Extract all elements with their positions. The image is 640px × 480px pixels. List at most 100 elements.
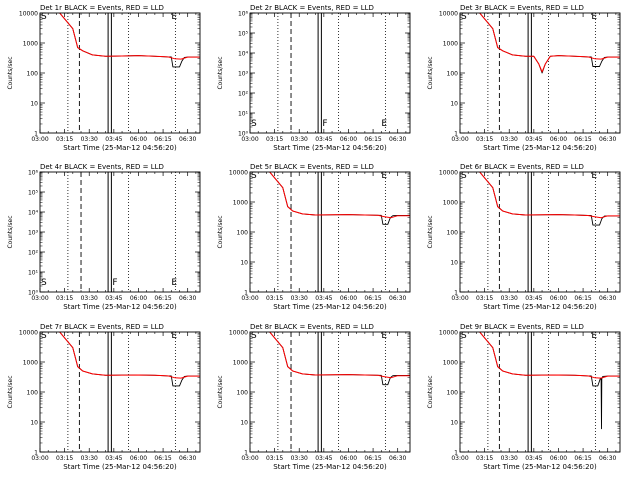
y-tick-label: 1 xyxy=(454,450,458,457)
lld-series-line xyxy=(479,13,620,73)
plot-frame xyxy=(39,331,201,453)
lld-series-line xyxy=(479,172,620,219)
x-tick-label: 06:00 xyxy=(550,136,567,143)
y-tick-label: 10 xyxy=(240,420,248,427)
chart-title: Det 5r BLACK = Events, RED = LLD xyxy=(250,163,374,171)
x-tick-label: 06:00 xyxy=(130,455,147,462)
y-axis-label: Counts/sec xyxy=(217,215,224,248)
lld-series-line xyxy=(479,332,620,379)
y-tick-label: 1000 xyxy=(443,200,458,207)
x-tick-label: 06:30 xyxy=(599,295,616,302)
x-tick-label: 03:30 xyxy=(501,455,518,462)
y-tick-label: 1000 xyxy=(233,360,248,367)
y-tick-label: 10⁵ xyxy=(28,190,39,197)
y-axis-label: Counts/sec xyxy=(7,215,14,248)
y-tick-label: 10000 xyxy=(229,170,248,177)
x-tick-label: 03:30 xyxy=(501,295,518,302)
y-tick-label: 10000 xyxy=(19,330,38,337)
x-tick-label: 03:15 xyxy=(56,136,73,143)
lld-series-line xyxy=(59,13,200,60)
x-tick-label: 03:15 xyxy=(56,455,73,462)
y-tick-label: 10000 xyxy=(229,330,248,337)
x-tick-label: 06:30 xyxy=(179,295,196,302)
series-group xyxy=(59,332,200,387)
y-tick-label: 100 xyxy=(237,390,249,397)
y-tick-label: 10¹ xyxy=(238,111,249,118)
x-tick-label: 03:30 xyxy=(81,136,98,143)
x-tick-label: 03:30 xyxy=(81,295,98,302)
y-tick-label: 1000 xyxy=(23,41,38,48)
x-tick-label: 03:30 xyxy=(291,295,308,302)
marker-label-f: F xyxy=(322,119,327,129)
y-tick-label: 10 xyxy=(450,260,458,267)
x-tick-label: 06:15 xyxy=(364,295,381,302)
chart-title: Det 3r BLACK = Events, RED = LLD xyxy=(460,4,584,12)
y-axis-label: Counts/sec xyxy=(7,56,14,89)
x-tick-label: 06:30 xyxy=(599,136,616,143)
y-tick-label: 10¹ xyxy=(28,270,39,277)
x-tick-label: 03:00 xyxy=(241,136,258,143)
marker-label-s: S xyxy=(41,278,47,288)
marker-label-s: S xyxy=(251,119,257,129)
y-tick-label: 10⁶ xyxy=(28,170,39,177)
x-tick-label: 06:30 xyxy=(179,455,196,462)
y-tick-label: 10 xyxy=(240,260,248,267)
y-tick-label: 100 xyxy=(27,71,39,78)
y-tick-label: 100 xyxy=(447,390,459,397)
y-tick-label: 1 xyxy=(454,290,458,297)
chart-panel-1: Det 1r BLACK = Events, RED = LLD Counts/s… xyxy=(7,4,201,152)
x-tick-label: 03:45 xyxy=(525,136,542,143)
x-tick-label: 06:30 xyxy=(389,136,406,143)
x-tick-label: 06:30 xyxy=(179,136,196,143)
x-axis-label: Start Time (25-Mar-12 04:56:20) xyxy=(273,463,387,471)
x-tick-label: 03:00 xyxy=(451,455,468,462)
x-tick-label: 06:00 xyxy=(340,295,357,302)
plot-frame xyxy=(39,12,201,134)
x-axis-label: Start Time (25-Mar-12 04:56:20) xyxy=(63,303,177,311)
marker-label-e: E xyxy=(171,331,177,341)
marker-label-s: S xyxy=(251,331,257,341)
chart-panel-5: Det 5r BLACK = Events, RED = LLD Counts/s… xyxy=(217,163,411,311)
x-tick-label: 03:15 xyxy=(56,295,73,302)
x-axis-label: Start Time (25-Mar-12 04:56:20) xyxy=(273,144,387,152)
x-tick-label: 03:00 xyxy=(31,295,48,302)
x-tick-label: 03:15 xyxy=(266,136,283,143)
x-tick-label: 06:00 xyxy=(340,455,357,462)
y-tick-label: 1000 xyxy=(443,41,458,48)
plot-frame xyxy=(249,171,411,293)
x-tick-label: 06:00 xyxy=(550,295,567,302)
x-tick-label: 06:15 xyxy=(574,295,591,302)
x-axis-label: Start Time (25-Mar-12 04:56:20) xyxy=(273,303,387,311)
x-tick-label: 06:15 xyxy=(574,136,591,143)
y-axis-label: Counts/sec xyxy=(427,215,434,248)
y-tick-label: 100 xyxy=(27,390,39,397)
y-tick-label: 10000 xyxy=(439,330,458,337)
y-tick-label: 10⁶ xyxy=(238,11,249,18)
marker-label-s: S xyxy=(461,12,467,22)
x-tick-label: 03:45 xyxy=(105,455,122,462)
x-tick-label: 03:15 xyxy=(266,295,283,302)
lld-series-line xyxy=(269,172,410,219)
y-axis-label: Counts/sec xyxy=(217,56,224,89)
marker-label-e: E xyxy=(381,119,387,129)
x-tick-label: 06:00 xyxy=(550,455,567,462)
x-tick-label: 03:00 xyxy=(451,295,468,302)
lld-series-line xyxy=(269,332,410,379)
plot-frame xyxy=(459,171,621,293)
marker-label-e: E xyxy=(171,278,177,288)
x-tick-label: 03:00 xyxy=(31,136,48,143)
y-tick-label: 1 xyxy=(34,450,38,457)
chart-panel-8: Det 8r BLACK = Events, RED = LLD Counts/s… xyxy=(217,323,411,471)
y-tick-label: 100 xyxy=(237,230,249,237)
y-axis-label: Counts/sec xyxy=(427,375,434,408)
x-axis-label: Start Time (25-Mar-12 04:56:20) xyxy=(483,144,597,152)
x-tick-label: 06:30 xyxy=(389,455,406,462)
y-tick-label: 10000 xyxy=(19,11,38,18)
x-tick-label: 03:15 xyxy=(476,136,493,143)
x-tick-label: 03:45 xyxy=(105,295,122,302)
plot-frame xyxy=(459,331,621,453)
y-axis-label: Counts/sec xyxy=(217,375,224,408)
y-tick-label: 10⁰ xyxy=(28,290,39,297)
y-tick-label: 1000 xyxy=(23,360,38,367)
